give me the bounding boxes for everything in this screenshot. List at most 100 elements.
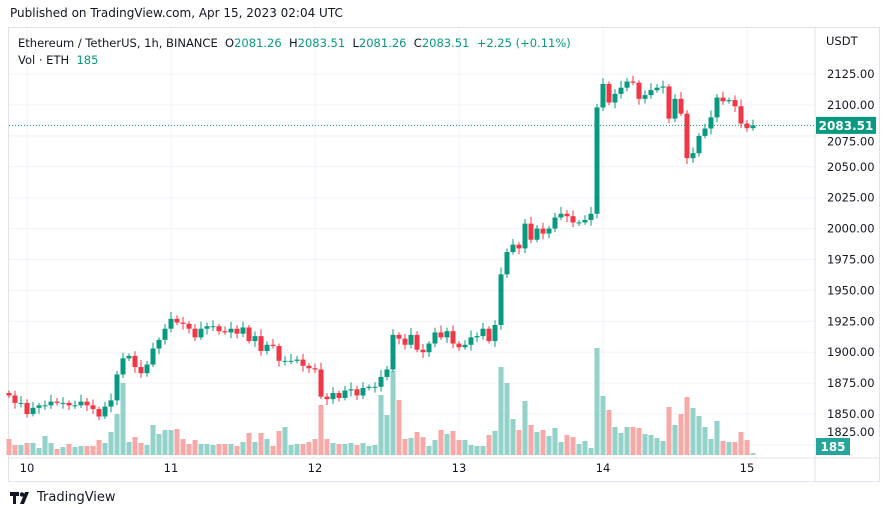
volume-bar: [234, 446, 240, 455]
volume-label[interactable]: Vol · ETH: [18, 53, 70, 67]
volume-bar: [438, 430, 444, 455]
candle-body: [336, 392, 342, 398]
price-tick-label: 1825.00: [827, 425, 875, 439]
volume-bar: [456, 440, 462, 455]
volume-bar: [252, 442, 258, 455]
volume-bar: [732, 442, 738, 455]
candle-body: [48, 401, 54, 406]
volume-bar: [606, 410, 612, 455]
chart-frame: [8, 27, 880, 482]
candle-body: [264, 344, 270, 351]
candle-body: [702, 128, 708, 136]
volume-bar: [318, 405, 324, 455]
high-value: 2083.51: [297, 36, 346, 50]
volume-bar: [504, 383, 510, 455]
candle-body: [594, 107, 600, 214]
candle-body: [732, 100, 738, 107]
volume-bar: [414, 432, 420, 455]
volume-bar: [180, 439, 186, 455]
volume-bar: [558, 442, 564, 455]
candle-body: [30, 407, 36, 414]
candle-body: [468, 337, 474, 345]
volume-bar: [132, 437, 138, 455]
ohlc-row: Ethereum / TetherUS, 1h, BINANCE O2081.2…: [18, 35, 571, 52]
candle-body: [636, 82, 642, 99]
candle-body: [684, 113, 690, 159]
volume-bar: [618, 433, 624, 455]
candle-body: [384, 369, 390, 377]
volume-bar: [144, 445, 150, 455]
last-price-label: 2083.51: [819, 119, 874, 133]
symbol-name[interactable]: Ethereum / TetherUS, 1h, BINANCE: [18, 36, 218, 50]
volume-bar: [54, 449, 60, 455]
candle-body: [306, 365, 312, 369]
volume-bar: [84, 446, 90, 455]
open-value: 2081.26: [234, 36, 282, 50]
volume-bar: [480, 446, 486, 455]
candle-body: [12, 395, 18, 403]
volume-bar: [642, 434, 648, 455]
volume-bars: [6, 348, 756, 455]
volume-bar: [198, 444, 204, 455]
volume-bar: [90, 446, 96, 455]
close-value: 2083.51: [421, 36, 470, 50]
volume-bar: [258, 433, 264, 455]
last-volume-badge: [816, 438, 850, 455]
last-price-badge: [816, 116, 876, 134]
volume-bar: [162, 430, 168, 455]
candle-body: [294, 359, 300, 361]
volume-bar: [210, 445, 216, 455]
volume-bar: [534, 432, 540, 455]
candle-body: [354, 389, 360, 396]
candle-body: [642, 95, 648, 99]
candle-body: [420, 349, 426, 353]
volume-value: 185: [76, 53, 99, 67]
price-tick-label: 1850.00: [827, 407, 875, 421]
candle-body: [492, 325, 498, 342]
candle-body: [408, 334, 414, 345]
price-tick-label: 1900.00: [827, 345, 875, 359]
candle-body: [186, 323, 192, 329]
candle-body: [666, 86, 672, 119]
time-axis[interactable]: 10 11 12 13 14 15: [20, 461, 755, 475]
price-tick-label: 2075.00: [827, 134, 875, 148]
price-axis[interactable]: 2125.00 2100.00 2075.00 2050.00 2025.00 2000.…: [827, 67, 875, 439]
volume-bar: [378, 395, 384, 455]
candle-body: [150, 348, 156, 365]
high-label: H: [288, 36, 298, 50]
volume-bar: [432, 440, 438, 455]
time-tick-label: 15: [740, 461, 755, 475]
volume-bar: [276, 431, 282, 455]
candle-body: [402, 338, 408, 345]
candle-body: [210, 326, 216, 328]
candle-body: [582, 219, 588, 223]
candle-body: [138, 367, 144, 374]
candle-body: [462, 344, 468, 348]
volume-bar: [102, 443, 108, 455]
volume-bar: [510, 419, 516, 455]
candle-body: [456, 343, 462, 348]
volume-bar: [624, 427, 630, 455]
candle-body: [66, 402, 72, 406]
tradingview-brand[interactable]: TradingView: [37, 490, 116, 505]
volume-bar: [204, 444, 210, 455]
volume-bar: [366, 446, 372, 455]
volume-bar: [36, 448, 42, 455]
volume-bar: [372, 445, 378, 455]
candle-body: [738, 106, 744, 124]
candle-body: [390, 334, 396, 370]
axis-currency: USDT: [826, 34, 859, 48]
candle-body: [588, 213, 594, 220]
candle-body: [504, 252, 510, 275]
price-tick-label: 2125.00: [827, 67, 875, 81]
symbol-legend: Ethereum / TetherUS, 1h, BINANCE O2081.2…: [18, 35, 571, 69]
volume-bar: [594, 348, 600, 455]
volume-bar: [30, 443, 36, 455]
volume-bar: [72, 447, 78, 455]
candle-body: [444, 331, 450, 338]
volume-bar: [522, 401, 528, 455]
candle-body: [6, 392, 12, 396]
volume-bar: [108, 432, 114, 455]
candle-body: [612, 93, 618, 103]
